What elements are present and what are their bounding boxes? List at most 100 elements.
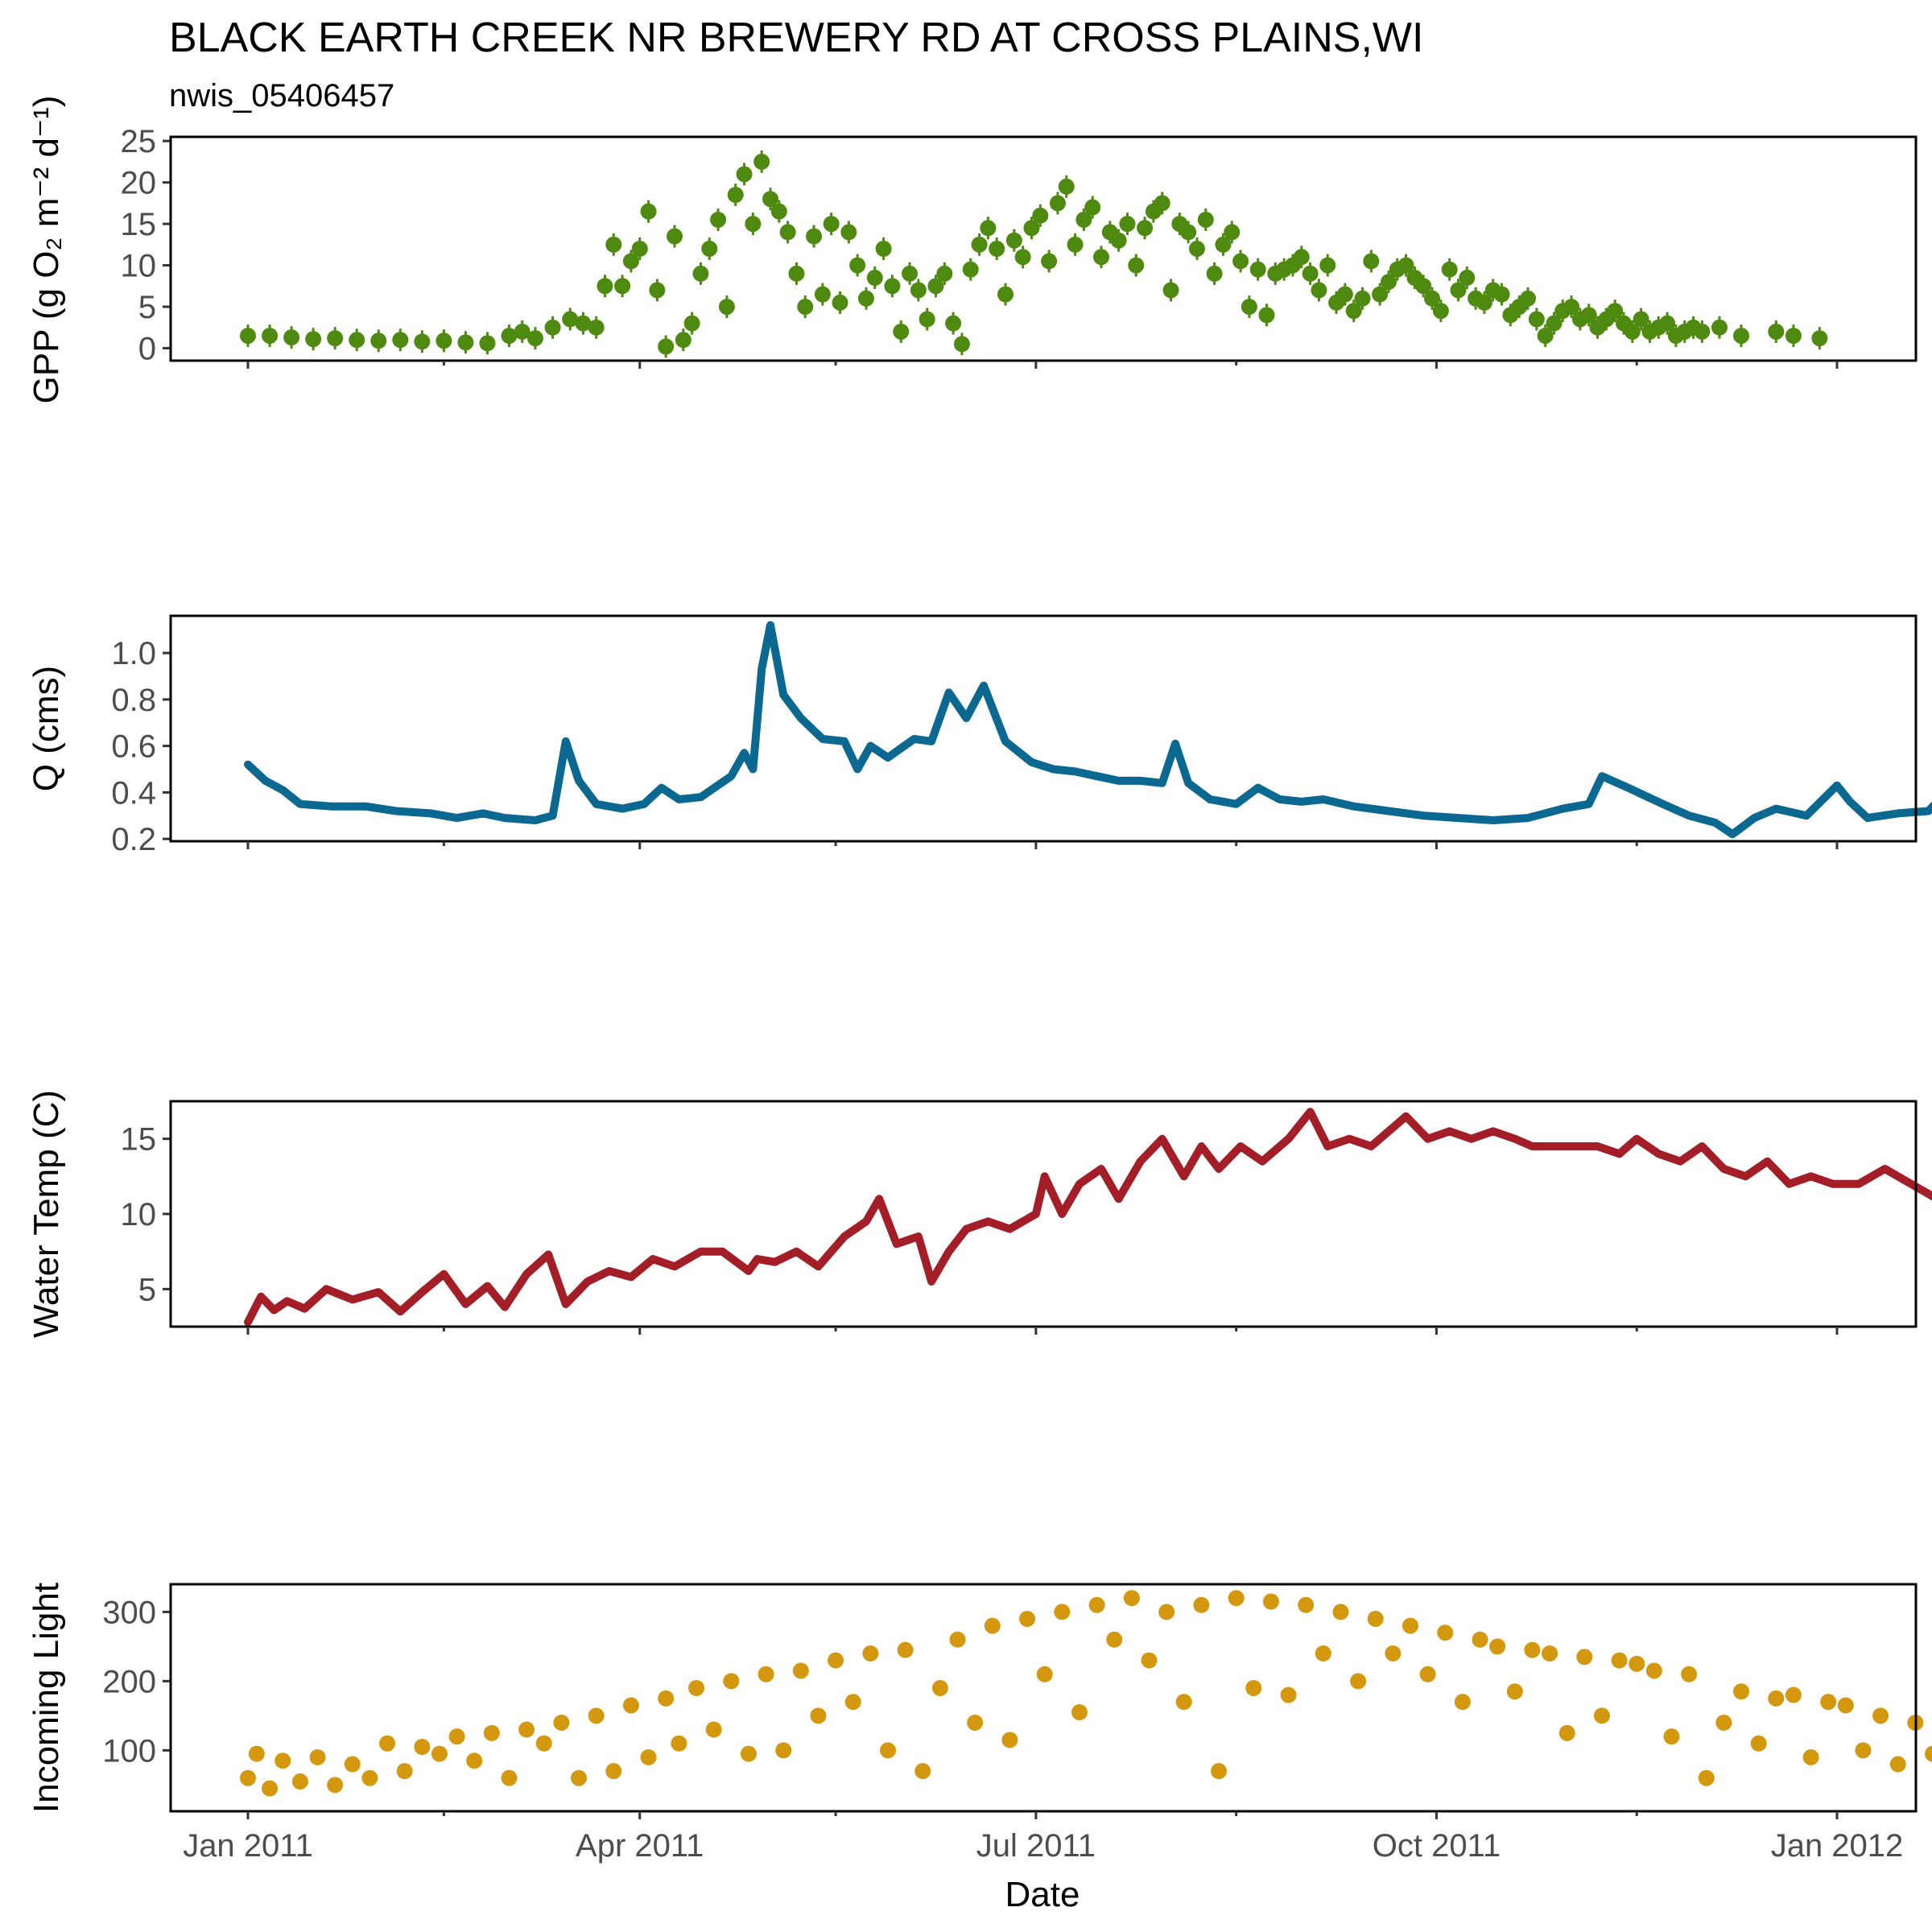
light-y-tick-label: 300 xyxy=(102,1595,156,1630)
gpp-point xyxy=(1302,265,1319,282)
gpp-point xyxy=(1694,323,1711,340)
light-point xyxy=(758,1666,774,1682)
light-points xyxy=(240,1590,1932,1797)
gpp-point xyxy=(1415,278,1432,295)
light-point xyxy=(1036,1666,1053,1682)
temp-line xyxy=(244,1108,1932,1327)
gpp-y-tick-label: 0 xyxy=(138,332,156,367)
light-point xyxy=(880,1742,897,1759)
light-point xyxy=(396,1763,413,1780)
gpp-point xyxy=(893,323,910,340)
x-tick-label: Jan 2011 xyxy=(183,1828,313,1864)
light-point xyxy=(640,1748,657,1765)
light-point xyxy=(949,1631,966,1648)
gpp-point xyxy=(392,332,409,349)
gpp-point xyxy=(779,224,796,241)
gpp-point xyxy=(1520,290,1537,307)
gpp-point xyxy=(370,332,387,349)
light-point xyxy=(448,1728,465,1745)
gpp-point xyxy=(849,257,866,274)
gpp-point xyxy=(1372,286,1389,303)
gpp-point xyxy=(1537,328,1554,345)
light-y-title: Incoming Light xyxy=(27,1583,66,1813)
light-point xyxy=(1524,1641,1541,1658)
gpp-point xyxy=(927,278,944,295)
gpp-point xyxy=(1380,274,1397,291)
chart-title: BLACK EARTH CREEK NR BREWERY RD AT CROSS… xyxy=(169,14,1423,61)
gpp-point xyxy=(1084,199,1101,216)
gpp-point xyxy=(770,203,787,220)
light-point xyxy=(1837,1697,1854,1714)
gpp-point xyxy=(1493,286,1510,303)
temp-y-tick-label: 5 xyxy=(138,1272,156,1307)
gpp-point xyxy=(479,335,496,352)
gpp-point xyxy=(1058,178,1075,195)
light-point xyxy=(1280,1686,1297,1703)
light-point xyxy=(1593,1707,1610,1724)
gpp-point xyxy=(1363,253,1380,270)
light-point xyxy=(1750,1735,1767,1752)
light-point xyxy=(1629,1655,1645,1672)
gpp-point xyxy=(753,153,770,170)
gpp-point xyxy=(575,315,592,332)
gpp-point xyxy=(1785,328,1802,345)
light-point xyxy=(1211,1763,1228,1780)
gpp-y-title: GPP (g O₂ m⁻² d⁻¹) xyxy=(27,96,66,404)
light-point xyxy=(622,1697,639,1714)
x-tick-label: Jan 2012 xyxy=(1771,1828,1904,1864)
gpp-point xyxy=(840,224,857,241)
q-frame xyxy=(169,614,1918,843)
gpp-point xyxy=(718,299,735,316)
gpp-point xyxy=(997,286,1014,303)
light-point xyxy=(431,1745,448,1762)
light-point xyxy=(1228,1590,1245,1607)
gpp-point xyxy=(1424,290,1441,307)
light-point xyxy=(723,1673,740,1690)
temp-y-tick-label: 15 xyxy=(121,1122,157,1158)
gpp-point xyxy=(832,294,848,311)
gpp-point xyxy=(806,228,823,245)
light-point xyxy=(379,1735,396,1752)
light-point xyxy=(518,1721,535,1738)
gpp-point xyxy=(1432,303,1449,320)
gpp-point xyxy=(649,282,666,299)
gpp-point xyxy=(1476,294,1492,311)
gpp-point xyxy=(1293,249,1310,266)
light-point xyxy=(309,1748,326,1765)
gpp-point xyxy=(692,265,709,282)
gpp-point xyxy=(327,330,344,347)
light-point xyxy=(1506,1683,1523,1700)
light-point xyxy=(1454,1694,1471,1711)
gpp-point xyxy=(1224,224,1241,241)
gpp-point xyxy=(1128,257,1145,274)
light-point xyxy=(535,1735,552,1752)
light-point xyxy=(658,1690,675,1707)
gpp-point xyxy=(1241,299,1257,316)
gpp-point xyxy=(1232,253,1249,270)
gpp-point xyxy=(262,328,279,345)
q-x-ticks xyxy=(246,841,1839,849)
gpp-point xyxy=(1546,315,1563,332)
gpp-point xyxy=(971,236,988,253)
q-y-tick-label: 0.6 xyxy=(111,729,156,765)
light-point xyxy=(1768,1690,1785,1707)
light-point xyxy=(501,1769,518,1786)
light-point xyxy=(414,1739,431,1756)
gpp-point xyxy=(1110,232,1127,249)
x-axis-title: Date xyxy=(1005,1875,1080,1914)
light-point xyxy=(1158,1604,1175,1620)
light-point xyxy=(828,1652,844,1669)
light-point xyxy=(240,1769,256,1786)
light-point xyxy=(1489,1638,1506,1655)
light-point xyxy=(1437,1624,1454,1641)
gpp-point xyxy=(305,331,322,348)
q-y-tick-label: 0.8 xyxy=(111,683,156,718)
gpp-point xyxy=(1162,282,1179,299)
gpp-point xyxy=(866,270,883,287)
light-panel: 100 200 300 Incoming Light xyxy=(27,1583,1932,1819)
light-point xyxy=(792,1662,809,1679)
light-point xyxy=(361,1769,378,1786)
gpp-point xyxy=(562,311,579,328)
light-point xyxy=(775,1742,792,1759)
light-point xyxy=(1245,1679,1262,1696)
